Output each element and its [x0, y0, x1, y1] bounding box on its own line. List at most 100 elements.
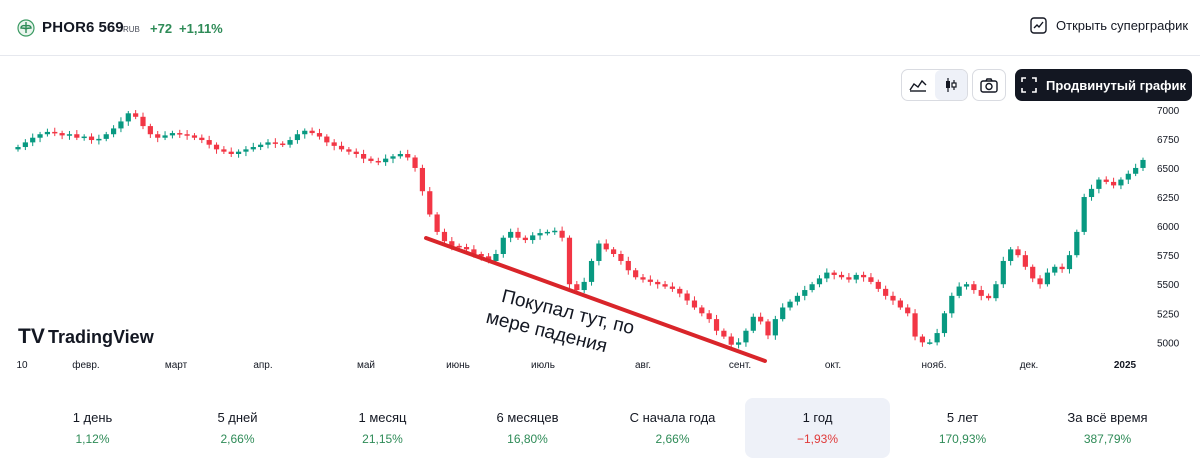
candle-body [1066, 255, 1073, 270]
candle-body [81, 136, 87, 139]
candle-body [559, 230, 565, 238]
candlestick-chart-button[interactable] [934, 70, 967, 100]
candle-body [905, 307, 911, 314]
y-tick-label: 5250 [1157, 309, 1180, 320]
period-6m[interactable]: 6 месяцев 16,80% [496, 410, 559, 446]
candle-body [750, 316, 756, 331]
x-tick-label: 2025 [1114, 360, 1137, 371]
candle-body [875, 281, 881, 289]
period-1d[interactable]: 1 день 1,12% [72, 410, 113, 446]
candle-body [846, 277, 852, 280]
candle-body [368, 158, 374, 161]
x-tick-label: сент. [729, 360, 751, 371]
candle-body [971, 284, 977, 291]
period-1y[interactable]: 1 год −1,93% [745, 398, 890, 458]
candle-body [338, 145, 345, 150]
price-change-percent: +1,11% [179, 21, 223, 36]
candle-body [390, 156, 396, 159]
candle-body [133, 113, 139, 117]
candle-body [412, 157, 418, 168]
y-tick-label: 6000 [1157, 222, 1180, 233]
candle-body [721, 330, 727, 337]
camera-icon [980, 77, 998, 93]
candle-body [206, 140, 212, 145]
candle-body [360, 154, 367, 159]
candle-body [655, 281, 661, 285]
candle-body [162, 135, 168, 138]
candle-body [883, 288, 889, 296]
candle-body [1110, 181, 1117, 186]
period-1m[interactable]: 1 месяц 21,15% [358, 410, 407, 446]
x-axis: 10 февр. март апр. май июнь июль авг. сент. окт. н… [16, 359, 1136, 371]
screenshot-button[interactable] [972, 69, 1006, 101]
open-supergraph-label: Открыть суперграфик [1056, 18, 1189, 33]
period-5y[interactable]: 5 лет 170,93% [938, 410, 987, 446]
period-ytd[interactable]: С начала года 2,66% [629, 410, 716, 446]
candle-body [537, 233, 543, 236]
candle-body [544, 231, 551, 234]
x-tick-label: апр. [253, 360, 272, 371]
y-tick-label: 6750 [1157, 135, 1180, 146]
ticker-symbol: PHOR [42, 19, 87, 36]
area-chart-button[interactable] [902, 70, 935, 100]
candle-body [1133, 167, 1139, 174]
open-supergraph-button[interactable]: Открыть суперграфик [1030, 17, 1188, 34]
candle-body [603, 243, 609, 250]
candle-body [515, 231, 521, 238]
candle-body [581, 281, 587, 291]
candle-body [1052, 266, 1058, 273]
candle-body [316, 133, 323, 137]
period-5d[interactable]: 5 дней 2,66% [217, 410, 258, 446]
period-all[interactable]: За всё время 387,79% [1067, 410, 1148, 446]
advanced-chart-button[interactable]: Продвинутый график [1015, 69, 1192, 101]
candle-body [346, 149, 352, 152]
candle-body [640, 277, 646, 280]
candle-body [59, 133, 65, 136]
candle-body [1008, 249, 1014, 261]
candle-body [331, 142, 337, 146]
candle-body [324, 136, 330, 143]
candle-body [52, 131, 58, 134]
candle-body [383, 158, 389, 163]
candle-body [1096, 179, 1102, 189]
candle-body [434, 214, 440, 232]
candle-body [88, 136, 95, 141]
candle-body [530, 235, 536, 241]
candle-body [743, 330, 749, 343]
candle-body [191, 135, 198, 138]
annotation-trend-line [424, 236, 767, 363]
candle-body [765, 321, 771, 336]
candle-body [1088, 188, 1095, 198]
candle-body [1022, 255, 1028, 267]
candle-body [633, 270, 639, 278]
candle-body [30, 137, 36, 143]
candle-body [1000, 260, 1006, 285]
candle-body [74, 134, 80, 138]
candle-body [978, 290, 984, 296]
candle-body [1081, 197, 1087, 232]
candle-body [110, 128, 117, 135]
candle-body [868, 277, 874, 282]
y-axis: 7000 6750 6500 6250 6000 5750 5500 5250 5000 [1157, 106, 1180, 350]
candle-body [566, 237, 573, 285]
candle-body [1118, 179, 1124, 186]
candle-body [853, 274, 859, 280]
candle-body [625, 260, 631, 271]
price-change: +72 [150, 21, 173, 36]
candle-body [618, 254, 624, 261]
candle-body [353, 151, 359, 154]
candle-body [155, 134, 161, 138]
advanced-chart-label: Продвинутый график [1045, 77, 1187, 93]
candle-body [713, 319, 720, 331]
currency-code: RUB [123, 25, 140, 34]
price-chart[interactable]: 7000 6750 6500 6250 6000 5750 5500 5250 5000 10 ф… [0, 104, 1200, 394]
candle-body [1125, 173, 1131, 180]
candle-body [890, 295, 896, 301]
candle-body [140, 116, 146, 127]
candle-body [684, 293, 690, 301]
candle-body [456, 245, 462, 248]
candle-body [662, 284, 668, 287]
x-tick-label: май [357, 360, 375, 371]
candle-body [1037, 278, 1043, 285]
candlestick-series [15, 110, 1146, 349]
